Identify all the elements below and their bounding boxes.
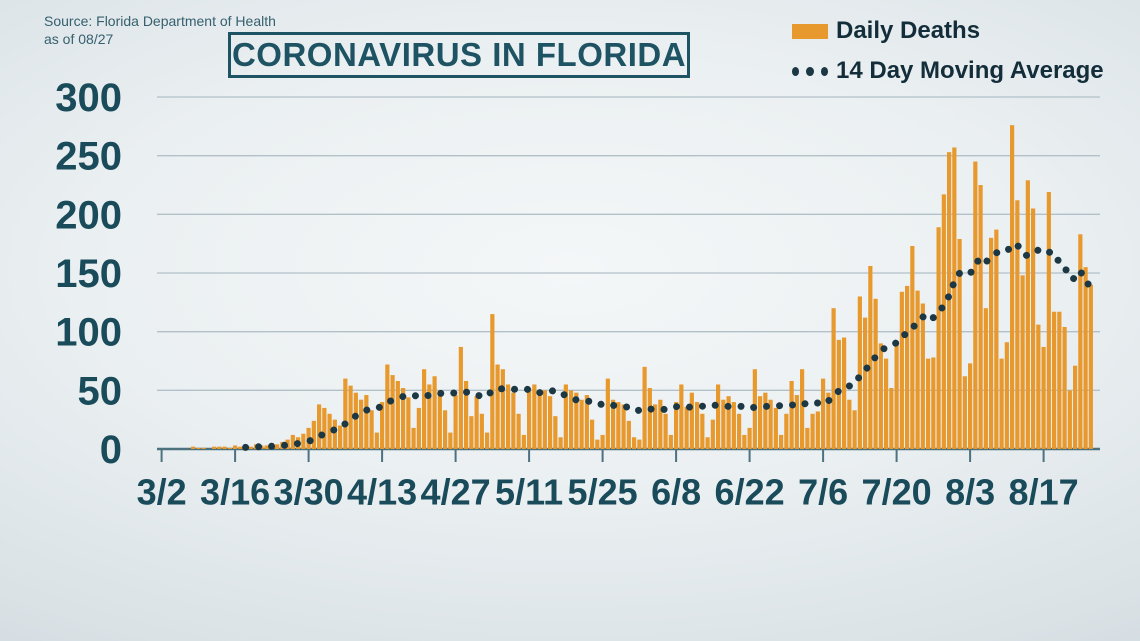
svg-text:3/2: 3/2 [137,472,187,513]
legend-item-moving-average: 14 Day Moving Average [792,56,1122,86]
svg-text:5/11: 5/11 [495,472,563,513]
svg-text:50: 50 [78,369,123,413]
svg-text:200: 200 [55,193,122,237]
svg-text:100: 100 [55,311,122,355]
daily-deaths-swatch-icon [792,23,828,39]
legend-item-daily-deaths: Daily Deaths [792,16,1122,46]
page-title: CORONAVIRUS IN FLORIDA [228,32,690,78]
svg-text:3/30: 3/30 [274,472,344,513]
source-note: Source: Florida Department of Health as … [44,12,276,48]
as-of-line: as of 08/27 [44,31,114,47]
svg-text:5/25: 5/25 [568,472,638,513]
svg-text:4/13: 4/13 [347,472,417,513]
svg-text:7/20: 7/20 [862,472,932,513]
svg-text:0: 0 [100,428,122,472]
source-line: Source: Florida Department of Health [44,13,276,29]
svg-text:6/22: 6/22 [715,472,785,513]
svg-text:8/3: 8/3 [945,472,995,513]
svg-text:4/27: 4/27 [421,472,491,513]
moving-average-dots-icon [792,66,828,76]
legend-label: 14 Day Moving Average [836,57,1104,84]
svg-text:300: 300 [55,76,122,120]
svg-text:150: 150 [55,252,122,296]
legend: Daily Deaths 14 Day Moving Average [792,16,1122,96]
legend-label: Daily Deaths [836,17,981,44]
svg-text:6/8: 6/8 [651,472,701,513]
svg-text:7/6: 7/6 [798,472,848,513]
svg-text:3/16: 3/16 [200,472,270,513]
svg-text:250: 250 [55,135,122,179]
svg-text:8/17: 8/17 [1009,472,1079,513]
